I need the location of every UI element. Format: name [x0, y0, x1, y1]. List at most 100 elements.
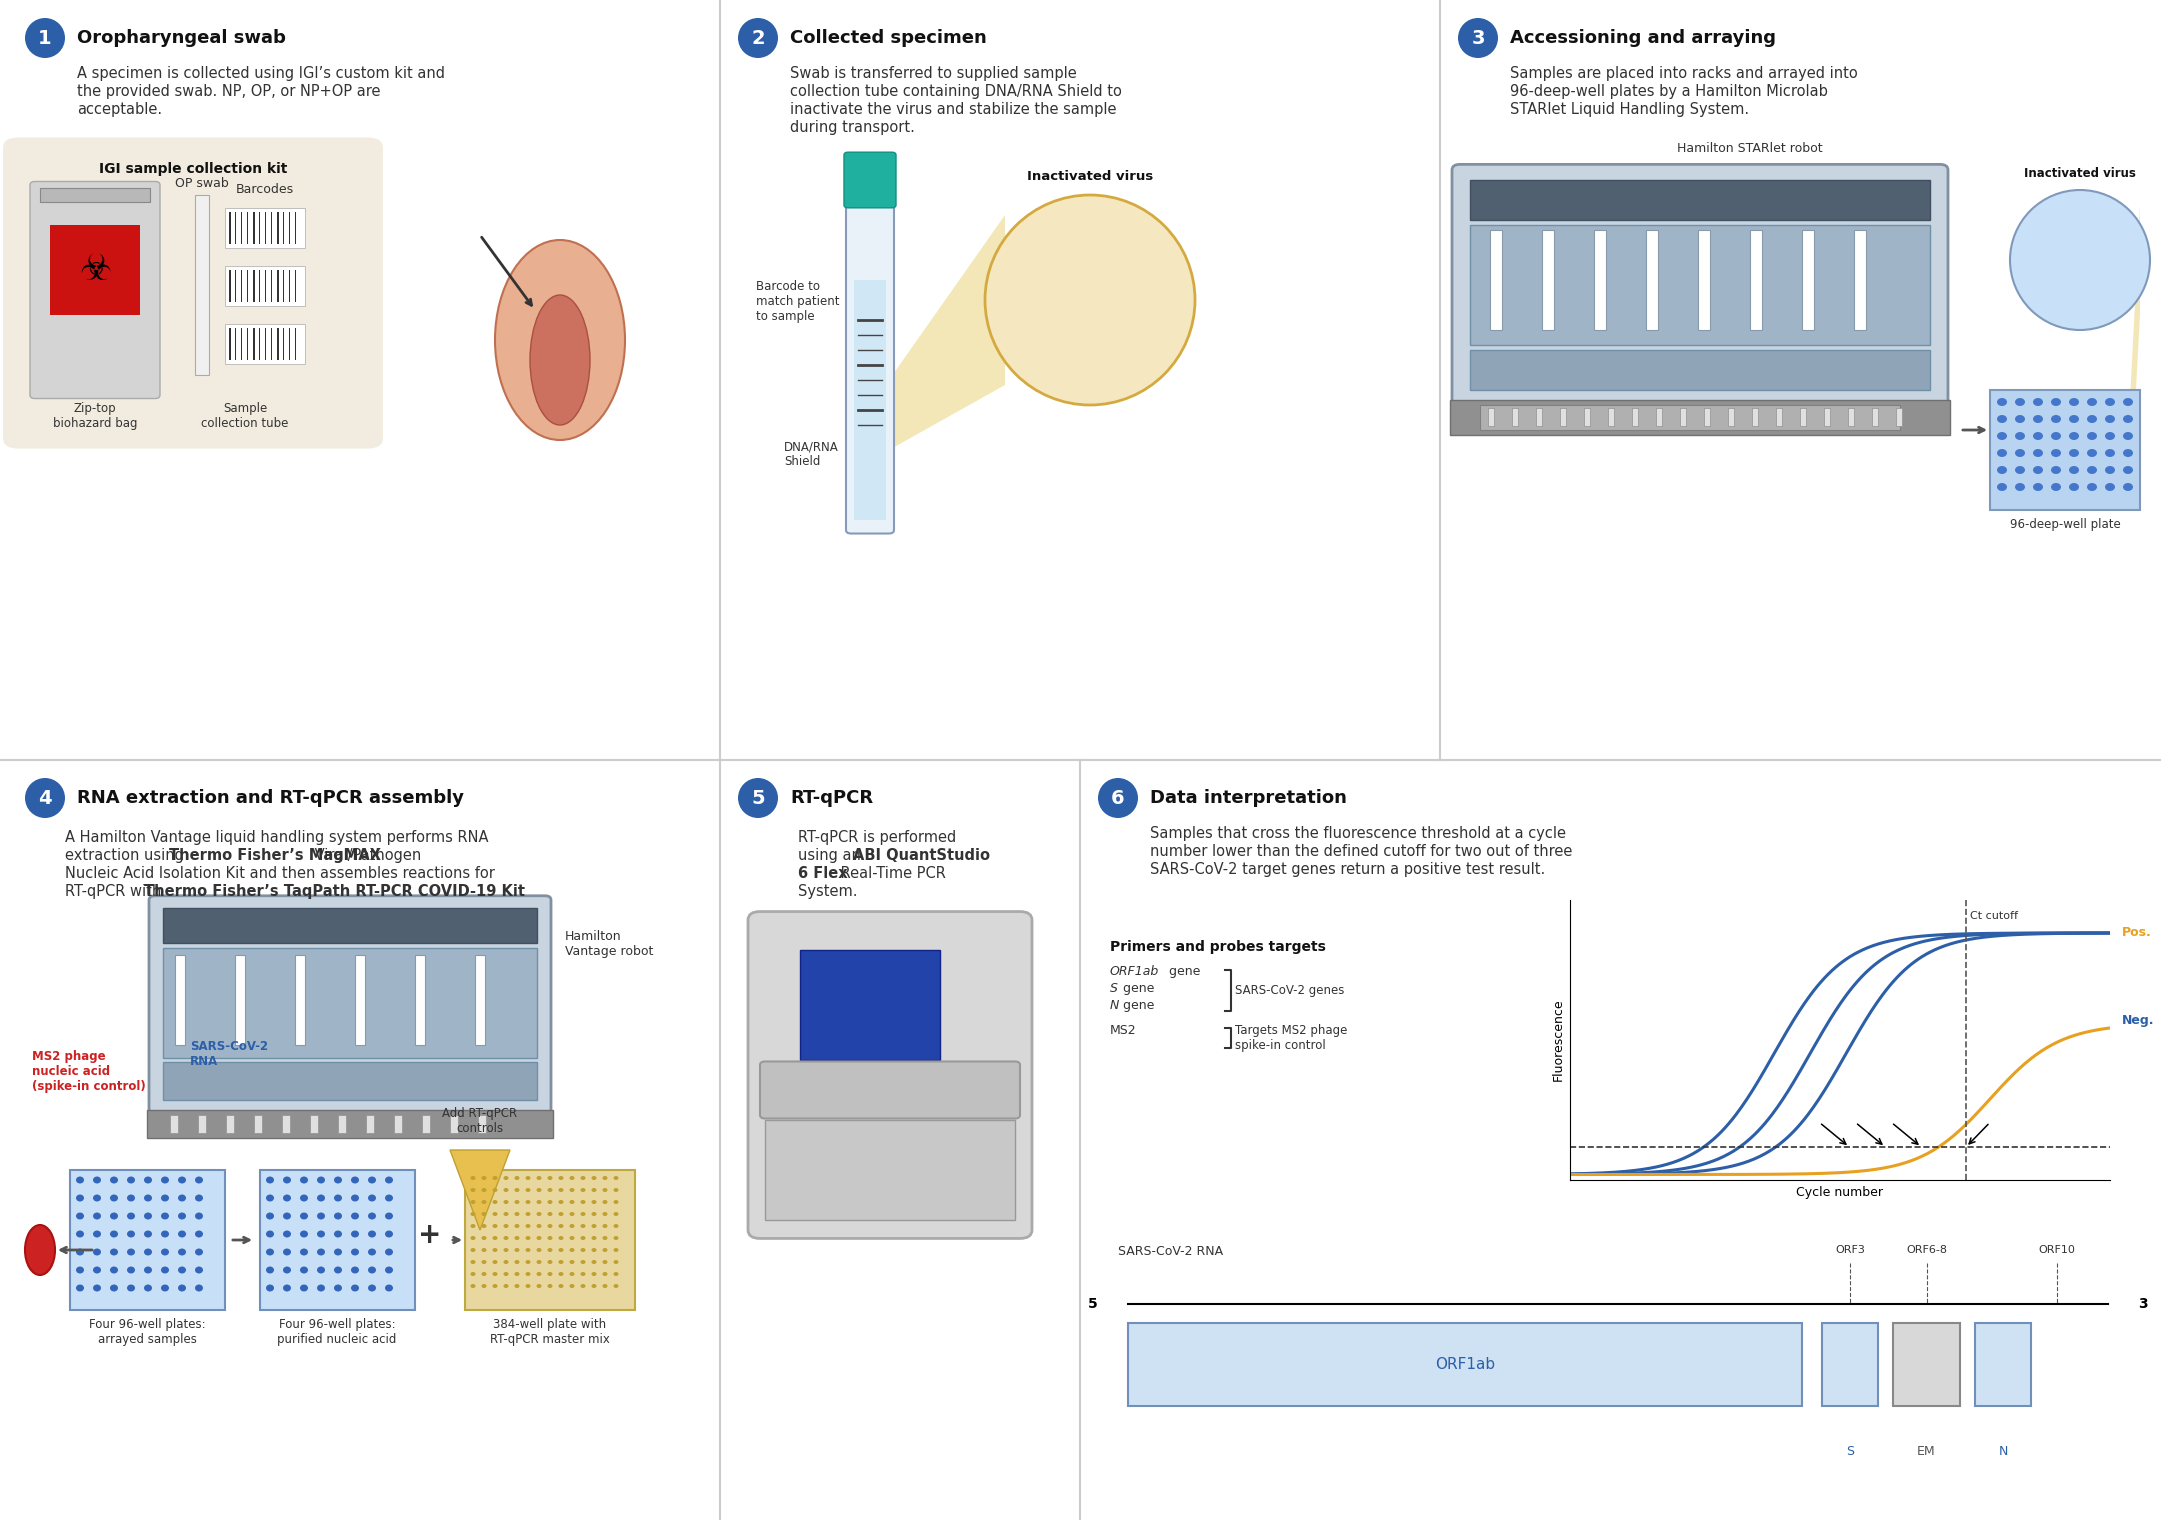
Text: IGI sample collection kit: IGI sample collection kit — [99, 163, 287, 176]
Text: Collected specimen: Collected specimen — [791, 29, 988, 47]
Ellipse shape — [26, 778, 65, 818]
Ellipse shape — [514, 1260, 519, 1265]
Ellipse shape — [76, 1284, 84, 1292]
Ellipse shape — [504, 1189, 508, 1192]
Ellipse shape — [525, 1236, 529, 1240]
Ellipse shape — [547, 1224, 553, 1228]
Text: extraction using: extraction using — [65, 848, 188, 863]
Ellipse shape — [318, 1266, 324, 1274]
Text: Zip-top
biohazard bag: Zip-top biohazard bag — [52, 401, 138, 430]
Text: OP swab: OP swab — [175, 176, 229, 190]
Bar — [1632, 407, 1638, 426]
Ellipse shape — [493, 1248, 497, 1252]
Ellipse shape — [581, 1236, 586, 1240]
Y-axis label: Fluorescence: Fluorescence — [1552, 999, 1565, 1081]
Ellipse shape — [985, 195, 1195, 404]
Ellipse shape — [145, 1195, 151, 1201]
Ellipse shape — [603, 1224, 607, 1228]
Ellipse shape — [493, 1211, 497, 1216]
Text: 2: 2 — [752, 29, 765, 47]
Ellipse shape — [2034, 467, 2042, 474]
Ellipse shape — [145, 1248, 151, 1256]
Bar — [800, 950, 940, 1059]
Ellipse shape — [335, 1213, 341, 1219]
Ellipse shape — [614, 1284, 618, 1287]
Ellipse shape — [162, 1231, 169, 1237]
Text: 3: 3 — [1472, 29, 1485, 47]
Text: MS2 phage
nucleic acid
(spike-in control): MS2 phage nucleic acid (spike-in control… — [32, 1050, 145, 1093]
Ellipse shape — [547, 1176, 553, 1180]
Ellipse shape — [162, 1176, 169, 1184]
Text: 3: 3 — [2137, 1298, 2148, 1312]
Ellipse shape — [529, 295, 590, 426]
Ellipse shape — [2105, 432, 2116, 439]
Ellipse shape — [145, 1266, 151, 1274]
Ellipse shape — [525, 1284, 529, 1287]
Text: N: N — [1111, 999, 1119, 1012]
Ellipse shape — [145, 1176, 151, 1184]
Ellipse shape — [504, 1248, 508, 1252]
Ellipse shape — [525, 1248, 529, 1252]
Ellipse shape — [2034, 432, 2042, 439]
Bar — [1469, 179, 1930, 220]
Text: Barcodes: Barcodes — [236, 182, 294, 196]
Ellipse shape — [514, 1284, 519, 1287]
Ellipse shape — [93, 1248, 102, 1256]
Ellipse shape — [2122, 483, 2133, 491]
Ellipse shape — [318, 1195, 324, 1201]
Ellipse shape — [194, 1266, 203, 1274]
Ellipse shape — [385, 1213, 393, 1219]
Text: ORF3: ORF3 — [1835, 1245, 1865, 1254]
Ellipse shape — [2105, 415, 2116, 423]
Ellipse shape — [367, 1213, 376, 1219]
Ellipse shape — [177, 1195, 186, 1201]
Ellipse shape — [2088, 467, 2096, 474]
Text: .: . — [419, 885, 424, 898]
Ellipse shape — [266, 1266, 274, 1274]
Text: acceptable.: acceptable. — [78, 102, 162, 117]
Ellipse shape — [514, 1236, 519, 1240]
Ellipse shape — [482, 1224, 486, 1228]
Bar — [1679, 407, 1686, 426]
Ellipse shape — [76, 1248, 84, 1256]
Ellipse shape — [504, 1176, 508, 1180]
Text: ☣: ☣ — [78, 252, 110, 287]
Ellipse shape — [603, 1236, 607, 1240]
Ellipse shape — [2122, 415, 2133, 423]
Ellipse shape — [300, 1284, 309, 1292]
Text: 4: 4 — [39, 789, 52, 807]
Ellipse shape — [514, 1272, 519, 1275]
Ellipse shape — [2051, 398, 2062, 406]
Ellipse shape — [592, 1248, 596, 1252]
Ellipse shape — [283, 1248, 292, 1256]
Bar — [171, 1116, 177, 1132]
Ellipse shape — [367, 1176, 376, 1184]
Ellipse shape — [177, 1176, 186, 1184]
Ellipse shape — [2105, 448, 2116, 458]
Ellipse shape — [547, 1189, 553, 1192]
Bar — [147, 1110, 553, 1138]
Ellipse shape — [2014, 467, 2025, 474]
Ellipse shape — [283, 1176, 292, 1184]
Ellipse shape — [93, 1195, 102, 1201]
Ellipse shape — [162, 1284, 169, 1292]
Ellipse shape — [471, 1176, 475, 1180]
Ellipse shape — [110, 1266, 119, 1274]
Text: Samples are placed into racks and arrayed into: Samples are placed into racks and arraye… — [1511, 65, 1858, 81]
Ellipse shape — [76, 1195, 84, 1201]
Ellipse shape — [614, 1199, 618, 1204]
Ellipse shape — [2051, 448, 2062, 458]
Ellipse shape — [194, 1284, 203, 1292]
Bar — [41, 188, 149, 202]
Text: Viral/Pathogen: Viral/Pathogen — [309, 848, 421, 863]
Text: S: S — [1845, 1446, 1854, 1458]
Ellipse shape — [514, 1224, 519, 1228]
Bar — [225, 208, 305, 248]
Text: using an: using an — [797, 848, 867, 863]
Ellipse shape — [558, 1176, 564, 1180]
Ellipse shape — [2051, 415, 2062, 423]
Ellipse shape — [283, 1195, 292, 1201]
Text: Sample
collection tube: Sample collection tube — [201, 401, 290, 430]
Bar — [765, 1120, 1016, 1221]
Ellipse shape — [571, 1272, 575, 1275]
